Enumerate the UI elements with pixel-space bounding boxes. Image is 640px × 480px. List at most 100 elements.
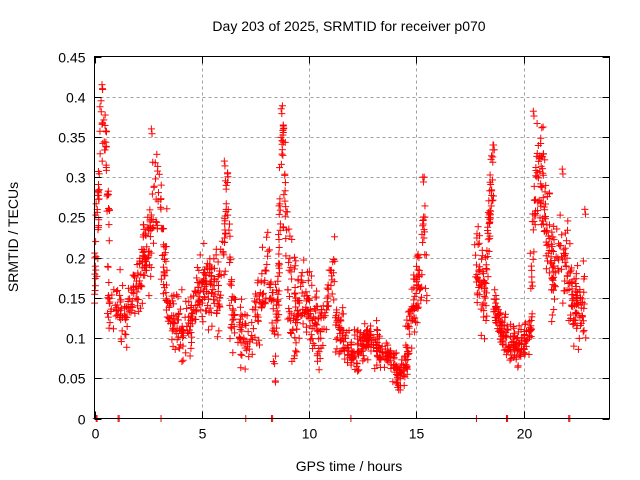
data-point — [480, 292, 488, 300]
data-point — [291, 253, 299, 261]
data-point — [580, 304, 588, 312]
data-point — [323, 302, 331, 310]
data-point — [286, 293, 294, 301]
data-point — [179, 342, 187, 350]
data-point — [549, 276, 557, 284]
data-point — [237, 350, 245, 358]
data-point — [213, 277, 221, 285]
data-point — [275, 243, 283, 251]
data-point — [419, 216, 427, 224]
data-point — [102, 127, 110, 135]
data-point — [195, 296, 203, 304]
data-point — [210, 299, 218, 307]
data-point — [411, 328, 419, 336]
data-point — [354, 347, 362, 355]
data-point — [283, 208, 291, 216]
data-point — [116, 298, 124, 306]
data-point — [411, 275, 419, 283]
data-point — [341, 355, 349, 363]
data-point — [116, 291, 124, 299]
data-point — [256, 299, 264, 307]
grid — [94, 56, 610, 419]
data-point — [225, 220, 233, 228]
data-point — [179, 356, 187, 364]
data-point — [293, 348, 301, 356]
data-point — [528, 218, 536, 226]
data-point — [559, 256, 567, 264]
data-point — [287, 268, 295, 276]
data-point — [153, 218, 161, 226]
data-point — [581, 210, 589, 218]
data-point — [124, 284, 132, 292]
data-point — [390, 355, 398, 363]
data-point — [305, 268, 313, 276]
data-point — [538, 165, 546, 173]
data-point — [104, 263, 112, 271]
data-point — [337, 317, 345, 325]
data-point — [307, 331, 315, 339]
data-point — [486, 187, 494, 195]
data-point — [538, 124, 546, 132]
data-point — [487, 207, 495, 215]
data-point — [243, 312, 251, 320]
data-point — [138, 245, 146, 253]
data-point — [573, 292, 581, 300]
data-point — [548, 247, 556, 255]
x-tick-label: 10 — [302, 426, 318, 442]
y-tick-label: 0.1 — [66, 331, 86, 347]
data-point — [548, 311, 556, 319]
data-point — [568, 285, 576, 293]
data-point — [293, 325, 301, 333]
data-point — [234, 338, 242, 346]
data-point — [559, 170, 567, 178]
data-point — [378, 349, 386, 357]
data-point — [242, 320, 250, 328]
data-point — [340, 326, 348, 334]
data-point — [222, 205, 230, 213]
data-point — [578, 298, 586, 306]
data-point — [199, 278, 207, 286]
data-point — [385, 349, 393, 357]
data-point — [520, 345, 528, 353]
data-point — [308, 325, 316, 333]
data-point — [312, 307, 320, 315]
data-point — [347, 340, 355, 348]
data-point — [413, 319, 421, 327]
data-point — [530, 248, 538, 256]
data-point — [142, 232, 150, 240]
data-point — [187, 344, 195, 352]
data-point — [404, 349, 412, 357]
data-point — [323, 284, 331, 292]
data-point — [486, 171, 494, 179]
data-point — [200, 266, 208, 274]
data-point — [133, 296, 141, 304]
data-point — [248, 350, 256, 358]
data-point — [317, 312, 325, 320]
data-point — [354, 339, 362, 347]
data-point — [353, 360, 361, 368]
data-point — [236, 321, 244, 329]
data-point — [545, 269, 553, 277]
data-point — [364, 356, 372, 364]
data-point — [317, 344, 325, 352]
data-point — [477, 305, 485, 313]
data-point — [562, 237, 570, 245]
data-point — [221, 162, 229, 170]
data-point — [206, 304, 214, 312]
data-point — [487, 202, 495, 210]
data-point — [482, 280, 490, 288]
data-point — [482, 261, 490, 269]
data-point — [146, 206, 154, 214]
data-point — [285, 266, 293, 274]
data-point — [543, 241, 551, 249]
data-point — [271, 360, 279, 368]
data-point — [257, 278, 265, 286]
data-point — [348, 351, 356, 359]
data-point — [565, 317, 573, 325]
data-point — [99, 85, 107, 93]
data-point — [337, 325, 345, 333]
data-point — [122, 313, 130, 321]
data-point — [569, 295, 577, 303]
data-point — [188, 309, 196, 317]
